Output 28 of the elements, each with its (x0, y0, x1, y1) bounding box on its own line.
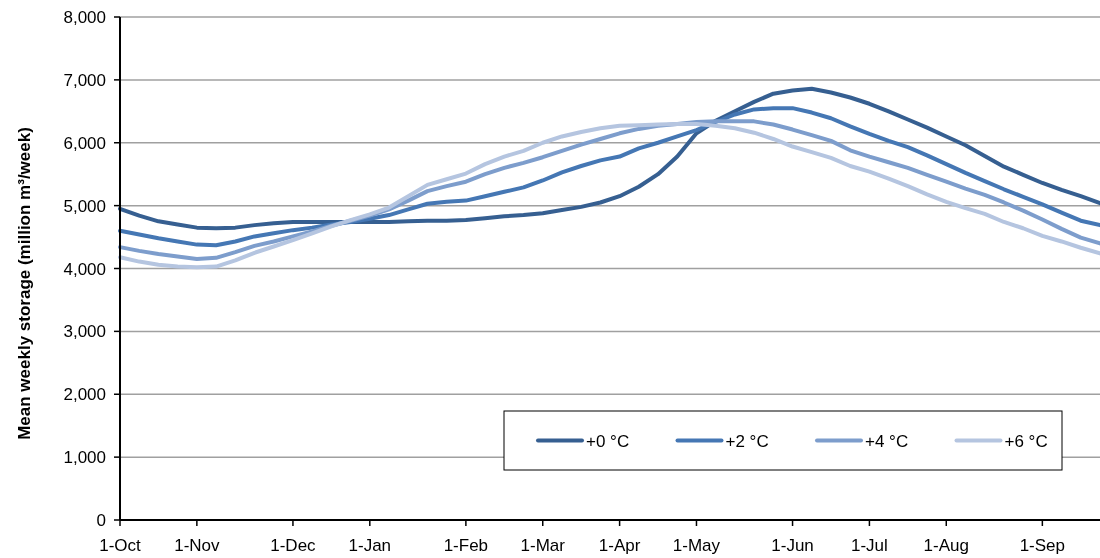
y-tick-label: 3,000 (63, 322, 106, 342)
y-axis-title: Mean weekly storage (million m³/week) (15, 127, 34, 440)
x-tick-label: 1-Jun (771, 536, 814, 555)
y-tick-label: 5,000 (63, 196, 106, 216)
legend-label: +6 °C (1004, 431, 1048, 451)
y-tick-label: 2,000 (63, 385, 106, 405)
x-tick-label: 1-Apr (598, 536, 641, 555)
legend-label: +4 °C (865, 431, 909, 451)
line-series (118, 86, 1100, 231)
x-tick-label: 1-Feb (443, 536, 489, 555)
y-tick-label: 1,000 (63, 448, 106, 468)
line-series (118, 106, 1100, 248)
y-tick-label: 6,000 (63, 133, 106, 153)
x-tick-label: 1-Nov (174, 536, 221, 555)
x-tick-label: 1-Mar (520, 536, 566, 555)
y-tick-label: 7,000 (63, 70, 106, 90)
x-tick-label: 1-Oct (99, 536, 142, 555)
x-tick-label: 1-Aug (923, 536, 969, 555)
x-tick-label: 1-May (672, 536, 721, 555)
y-tick-label: 4,000 (63, 259, 106, 279)
legend-label: +2 °C (725, 431, 769, 451)
legend-label: +0 °C (586, 431, 630, 451)
y-tick-label: 0 (96, 511, 106, 530)
x-tick-label: 1-Sep (1019, 536, 1066, 555)
x-tick-label: 1-Dec (270, 536, 317, 555)
x-tick-label: 1-Jul (850, 536, 888, 555)
y-tick-label: 8,000 (63, 8, 106, 27)
x-tick-label: 1-Jan (348, 536, 392, 555)
